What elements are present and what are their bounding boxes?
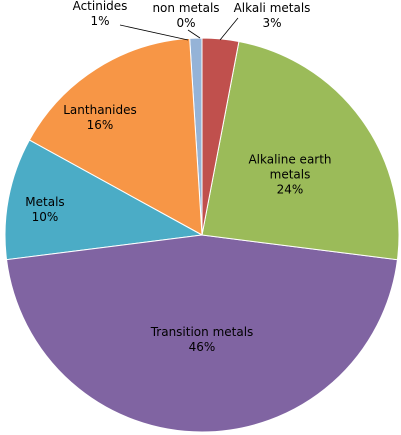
value-label: 0%: [176, 16, 196, 30]
value-label: 24%: [276, 182, 304, 197]
value-label: 16%: [86, 118, 114, 132]
pie-slice: [28, 37, 203, 236]
pie-slice: [5, 234, 399, 433]
leader-line: [119, 24, 189, 41]
category-label: Alkaline earth metals: [248, 152, 332, 182]
category-label: Actinides: [72, 0, 128, 13]
value-label: 3%: [262, 16, 282, 30]
category-label: non metals: [152, 1, 220, 15]
category-label: Transition metals: [150, 325, 254, 339]
category-label: Metals: [25, 195, 65, 209]
pie-slice: [4, 139, 204, 261]
slice-label: Alkali metals 3%: [222, 1, 322, 31]
value-label: 10%: [31, 210, 59, 224]
leader-line: [187, 29, 201, 39]
slice-label: Lanthanides 16%: [50, 103, 150, 133]
value-label: 1%: [90, 14, 110, 28]
slice-label: Actinides 1%: [60, 0, 140, 29]
value-label: 46%: [188, 340, 216, 354]
slice-label: Metals 10%: [10, 195, 80, 225]
slice-label: Transition metals 46%: [132, 325, 272, 355]
category-label: Lanthanides: [63, 103, 137, 117]
pie-slice: [201, 40, 400, 261]
slice-label: non metals 0%: [146, 1, 226, 31]
category-label: Alkali metals: [233, 1, 311, 15]
leader-line: [219, 17, 239, 41]
slice-label: Alkaline earth metals 24%: [235, 153, 345, 198]
